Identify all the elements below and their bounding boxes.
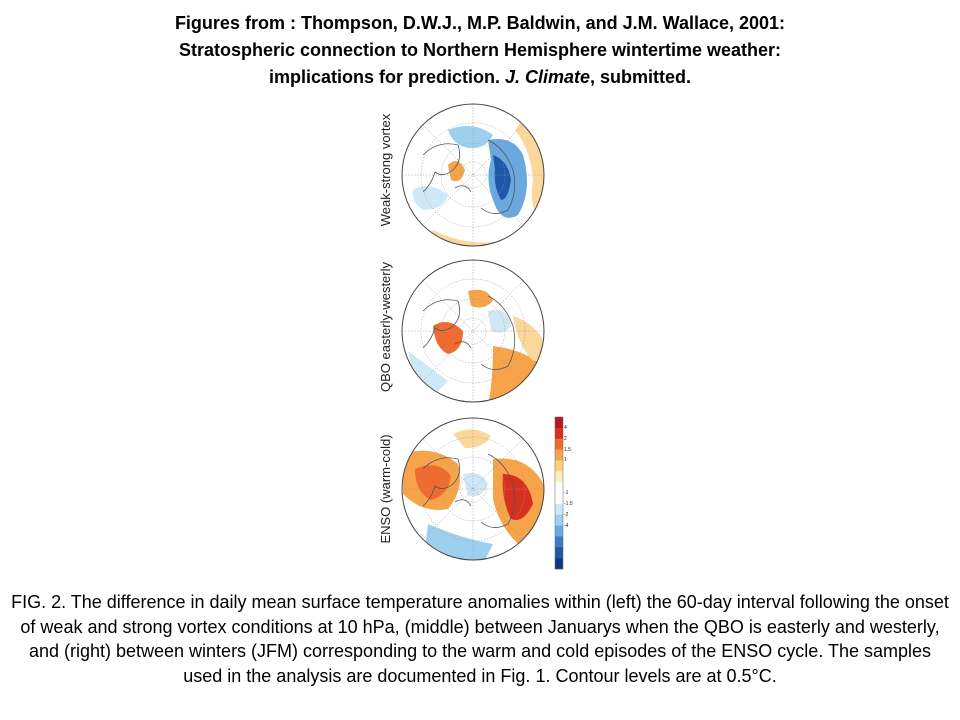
cold-anomaly-region (488, 310, 511, 333)
figure-caption: FIG. 2. The difference in daily mean sur… (11, 592, 949, 686)
map-border (401, 417, 545, 561)
cold-anomaly-region (463, 472, 488, 497)
warm-anomaly-region (468, 289, 493, 308)
colorbar-swatch (555, 536, 563, 548)
colorbar-swatch (555, 482, 563, 494)
colorbar-tick-label: -1.5 (564, 500, 573, 507)
coastlines (422, 295, 516, 370)
map-border (401, 103, 545, 247)
colorbar-swatch (555, 438, 563, 450)
colorbar-swatch (555, 460, 563, 472)
map-qbo-easterly-westerly (401, 259, 545, 403)
colorbar-tick-label: -2 (564, 511, 569, 518)
figure-source-header: Figures from : Thompson, D.W.J., M.P. Ba… (0, 10, 960, 91)
warm-anomaly-region (415, 465, 451, 500)
map-weak-strong-vortex (401, 103, 545, 247)
header-line-3-text: implications for prediction. (268, 67, 505, 87)
coastlines (422, 139, 516, 214)
colorbar-swatch (555, 471, 563, 483)
journal-name: J. Climate (504, 67, 591, 87)
warm-anomaly-region (513, 316, 544, 361)
map-border (401, 259, 545, 403)
colorbar-swatch (555, 417, 563, 429)
colorbar-swatch (555, 427, 563, 440)
colorbar-swatch (555, 547, 563, 559)
colorbar-swatch (555, 503, 563, 516)
header-line-2: Stratospheric connection to Northern Hem… (178, 40, 782, 60)
warm-anomaly-region (433, 322, 463, 354)
map-grid (402, 260, 544, 402)
header-line-3-status: , submitted. (590, 67, 692, 87)
colorbar-swatch (555, 449, 563, 461)
warm-anomaly-region (453, 429, 491, 449)
cold-anomaly-region (412, 186, 448, 210)
colorbar-tick-label: 1 (564, 457, 567, 464)
cold-anomaly-region (448, 126, 493, 149)
colorbar-swatch (555, 514, 563, 526)
header-line-3: implications for prediction. J. Climate,… (0, 64, 960, 91)
colorbar-tick-label: 4 (564, 424, 567, 431)
map-enso-warm-cold (401, 417, 545, 561)
colorbar-swatch (555, 493, 563, 505)
cold-anomaly-region (408, 351, 448, 396)
coastlines (422, 453, 516, 528)
header-line-1: Figures from : Thompson, D.W.J., M.P. Ba… (174, 13, 786, 33)
warm-anomaly-region (502, 474, 533, 520)
colorbar (554, 416, 564, 570)
colorbar-frame (554, 416, 564, 570)
colorbar-tick-label: 1.5 (564, 446, 571, 453)
colorbar-tick-label: -1 (564, 490, 569, 496)
colorbar-swatch (555, 558, 563, 570)
colorbar-tick-label: -4 (564, 522, 569, 529)
warm-anomaly-region (448, 161, 465, 182)
colorbar-swatch (555, 525, 563, 537)
warm-anomaly-region (488, 346, 544, 402)
colorbar-tick-label: 2 (564, 435, 567, 442)
cold-anomaly-region (493, 155, 511, 200)
map-grid (402, 418, 544, 560)
map-grid (402, 104, 544, 246)
